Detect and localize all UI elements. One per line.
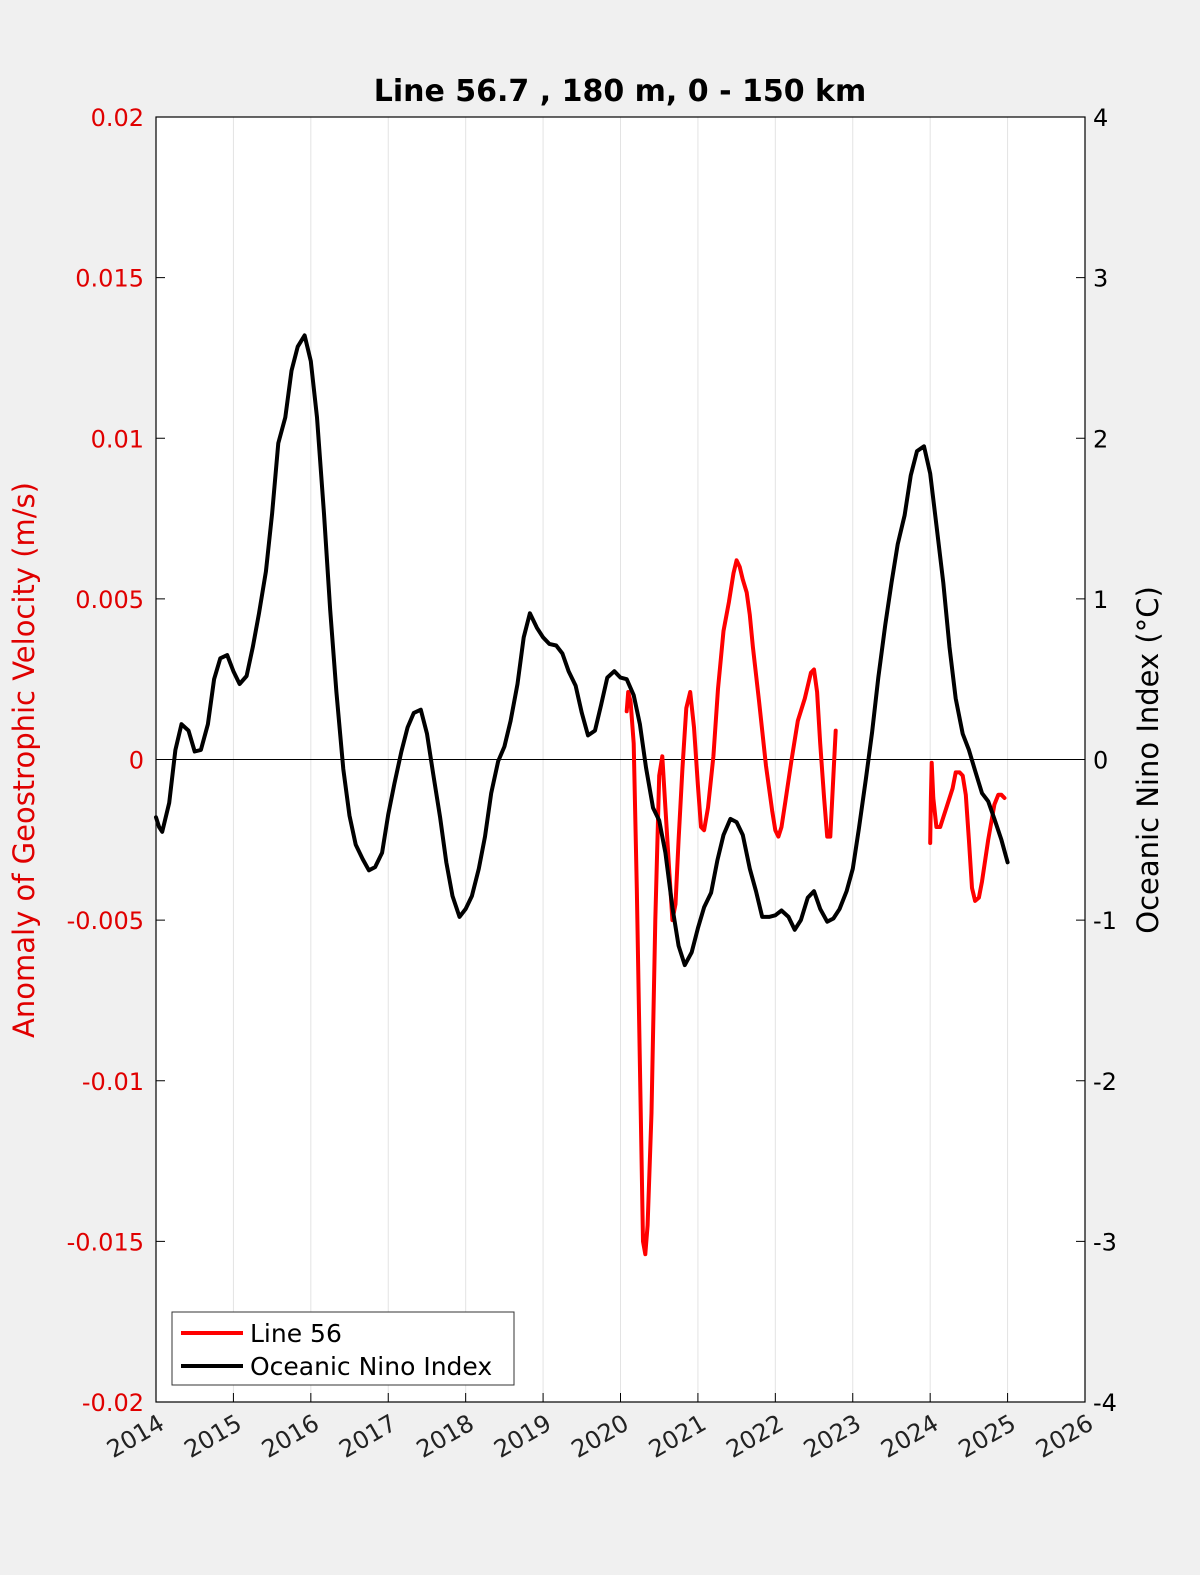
series-line-56: [624, 558, 838, 1257]
y-left-tick-label: -0.015: [67, 1228, 144, 1256]
legend: Line 56 Oceanic Nino Index: [171, 1311, 515, 1386]
legend-label-oni: Oceanic Nino Index: [250, 1352, 492, 1381]
y-right-tick-label: 0: [1093, 747, 1108, 775]
y-left-tick-label: 0.005: [75, 586, 144, 614]
y-left-tick-label: 0.01: [91, 425, 144, 453]
y-right-tick-label: 1: [1093, 586, 1108, 614]
y-left-tick-label: 0: [129, 747, 144, 775]
series-line-56: [928, 760, 1007, 903]
y-left-tick-label: -0.02: [82, 1389, 144, 1417]
y-axis-left-label: Anomaly of Geostrophic Velocity (m/s): [7, 482, 41, 1038]
series-oceanic-nino-index: [154, 333, 1010, 968]
y-right-tick-label: -2: [1093, 1068, 1117, 1096]
y-axis-right-label: Oceanic Nino Index (°C): [1131, 586, 1165, 934]
y-right-tick-label: 4: [1093, 104, 1108, 132]
y-left-tick-label: 0.02: [91, 104, 144, 132]
legend-box: [171, 1311, 515, 1386]
y-left-tick-label: -0.01: [82, 1068, 144, 1096]
legend-label-line-56: Line 56: [250, 1319, 342, 1348]
y-right-tick-label: -4: [1093, 1389, 1117, 1417]
series-layer: [154, 333, 1010, 1257]
y-right-tick-label: -1: [1093, 907, 1117, 935]
chart-title: Line 56.7 , 180 m, 0 - 150 km: [374, 74, 867, 109]
y-right-tick-label: 3: [1093, 265, 1108, 293]
y-right-tick-label: -3: [1093, 1228, 1117, 1256]
y-left-tick-label: 0.015: [75, 265, 144, 293]
y-left-tick-label: -0.005: [67, 907, 144, 935]
y-right-tick-label: 2: [1093, 425, 1108, 453]
